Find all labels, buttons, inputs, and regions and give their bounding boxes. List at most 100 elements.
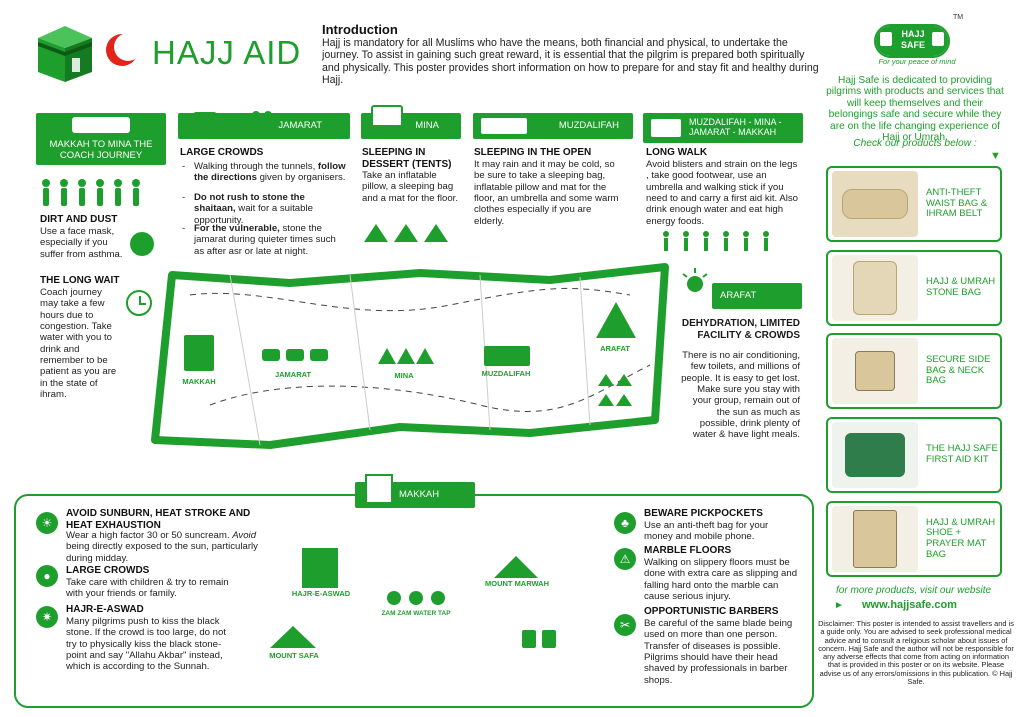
walkers-icon <box>651 119 681 137</box>
product-side-bag[interactable]: SECURE SIDE BAG & NECK BAG <box>826 333 1002 409</box>
map-label-marwah: MOUNT MARWAH <box>484 579 550 588</box>
bullet-arrow: ► <box>834 600 844 611</box>
crescent-icon <box>104 32 142 68</box>
tent-icon <box>371 105 403 127</box>
dust-cloud-icon <box>130 232 154 256</box>
arafat-title: DEHYDRATION, LIMITED FACILITY & CROWDS <box>681 318 800 341</box>
makkah-mina-header: MAKKAH TO MINA THE COACH JOURNEY <box>36 113 166 165</box>
map-label-muzdalifah: MUZDALIFAH <box>481 369 531 378</box>
zamzam-tap-icon <box>386 590 446 606</box>
jamarat-map-icon <box>262 345 328 363</box>
website-link[interactable]: www.hajjsafe.com <box>862 599 957 611</box>
wait-title: THE LONG WAIT <box>40 275 120 286</box>
sun-icon: ☀ <box>36 512 58 534</box>
arafat-body: There is no air conditioning, few toilet… <box>681 350 800 441</box>
product-label: HAJJ & UMRAH STONE BAG <box>926 276 996 298</box>
product-label: THE HAJJ SAFE FIRST AID KIT <box>926 443 998 465</box>
sleeping-icon <box>481 118 527 134</box>
barber-chairs-icon <box>520 624 560 652</box>
product-label: ANTI-THEFT WAIST BAG & IHRAM BELT <box>926 187 988 220</box>
intro-body: Hajj is mandatory for all Muslims who ha… <box>322 37 819 86</box>
product-label: SECURE SIDE BAG & NECK BAG <box>926 354 991 387</box>
kaaba-hajr-icon <box>302 548 338 588</box>
waist-bag-image <box>832 171 918 237</box>
kaaba-icon <box>365 474 393 504</box>
jamarat-title: LARGE CROWDS <box>180 147 264 158</box>
lock-icon <box>932 32 944 46</box>
muzdalifah-map-icon <box>484 346 530 366</box>
crowd-icon: ● <box>36 565 58 587</box>
arafat-header: ARAFAT <box>712 283 802 309</box>
jamarat-b1: - Walking through the tunnels, follow th… <box>182 161 346 184</box>
mount-marwah-icon <box>494 556 538 578</box>
product-label: HAJJ & UMRAH SHOE + PRAYER MAT BAG <box>926 516 996 560</box>
mount-safa-icon <box>270 626 316 648</box>
map-label-makkah: MAKKAH <box>182 377 216 386</box>
mina-body: Take an inflatable pillow, a sleeping ba… <box>362 170 458 204</box>
intro-heading: Introduction <box>322 22 398 37</box>
pickpocket-icon: ♣ <box>614 512 636 534</box>
map-label-mina: MINA <box>394 371 414 380</box>
clock-icon <box>126 290 152 316</box>
long-walk-header: MUZDALIFAH - MINA - JAMARAT - MAKKAH <box>643 113 803 143</box>
product-stone-bag[interactable]: HAJJ & UMRAH STONE BAG <box>826 250 1002 326</box>
map-label-hajr: HAJR-E-ASWAD <box>291 589 351 598</box>
brand-title: HAJJ AID <box>152 34 302 71</box>
scissors-icon: ✂ <box>614 614 636 636</box>
stone-bag-image <box>832 255 918 321</box>
mina-header: MINA <box>361 105 461 139</box>
hajr-title: HAJR-E-ASWAD <box>66 604 144 615</box>
jamarat-b3: - For the vulnerable, stone the jamarat … <box>182 223 336 257</box>
star-icon: ✷ <box>36 606 58 628</box>
tm-mark: TM <box>953 14 964 21</box>
map-label-arafat: ARAFAT <box>600 344 630 353</box>
sun-icon <box>680 268 710 292</box>
dust-title: DIRT AND DUST <box>40 214 118 225</box>
muzdalifah-title: SLEEPING IN THE OPEN <box>474 147 592 158</box>
map-label-jamarat: JAMARAT <box>274 370 312 379</box>
pickpocket-body: Use an anti-theft bag for your money and… <box>644 520 769 543</box>
slip-icon: ⚠ <box>614 548 636 570</box>
muzdalifah-body: It may rain and it may be cold, so be su… <box>474 159 619 227</box>
sunburn-body: Wear a high factor 30 or 50 suncream. Av… <box>66 530 258 564</box>
marble-body: Walking on slippery floors must be done … <box>644 557 798 602</box>
pickpocket-title: BEWARE PICKPOCKETS <box>644 508 763 519</box>
lock-icon <box>880 32 892 46</box>
mountain-arafat-icon <box>596 298 636 340</box>
product-waist-bag[interactable]: ANTI-THEFT WAIST BAG & IHRAM BELT <box>826 166 1002 242</box>
hajjsafe-logo: HAJJ SAFE For your peace of mind <box>870 20 960 70</box>
coach-icon <box>72 117 130 133</box>
more-products-text: for more products, visit our website <box>836 585 992 596</box>
shoe-bag-image <box>832 506 918 572</box>
arafat-tents-icon <box>598 370 632 410</box>
map-label-zamzam: ZAM ZAM WATER TAP <box>381 610 451 617</box>
hajr-body: Many pilgrims push to kiss the black sto… <box>66 616 226 673</box>
barber-title: OPPORTUNISTIC BARBERS <box>644 606 779 617</box>
hajjsafe-desc: Hajj Safe is dedicated to providing pilg… <box>826 75 1004 144</box>
first-aid-kit-image <box>832 422 918 488</box>
disclaimer: Disclaimer: This poster is intended to a… <box>818 619 1014 686</box>
mina-title: SLEEPING IN DESSERT (TENTS) <box>362 147 452 170</box>
dust-body: Use a face mask, especially if you suffe… <box>40 226 123 260</box>
mina-map-icon <box>378 344 434 366</box>
kaaba-map-icon <box>184 335 214 371</box>
muzdalifah-header: MUZDALIFAH <box>473 113 633 139</box>
side-bag-image <box>832 338 918 404</box>
crowds-body: Take care with children & try to remain … <box>66 577 229 600</box>
product-first-aid-kit[interactable]: THE HAJJ SAFE FIRST AID KIT <box>826 417 1002 493</box>
jamarat-b2: - Do not rush to stone the shaitaan, wai… <box>182 192 313 226</box>
hajjsafe-check: Check our products below : <box>853 138 977 149</box>
tents-icon <box>362 220 454 244</box>
crowds-title: LARGE CROWDS <box>66 565 150 576</box>
map-label-safa: MOUNT SAFA <box>269 651 319 660</box>
makkah-header: MAKKAH <box>355 474 475 508</box>
long-walk-title: LONG WALK <box>646 147 708 158</box>
sunburn-title: AVOID SUNBURN, HEAT STROKE AND HEAT EXHA… <box>66 508 251 531</box>
marble-title: MARBLE FLOORS <box>644 545 732 556</box>
long-walk-body: Avoid blisters and strain on the legs , … <box>646 159 798 227</box>
barber-body: Be careful of the same blade being used … <box>644 618 793 686</box>
wait-body: Coach journey may take a few hours due t… <box>40 287 117 400</box>
walkers-icon <box>38 178 148 208</box>
product-shoe-bag[interactable]: HAJJ & UMRAH SHOE + PRAYER MAT BAG <box>826 501 1002 577</box>
jamarat-header: JAMARAT <box>178 113 350 139</box>
